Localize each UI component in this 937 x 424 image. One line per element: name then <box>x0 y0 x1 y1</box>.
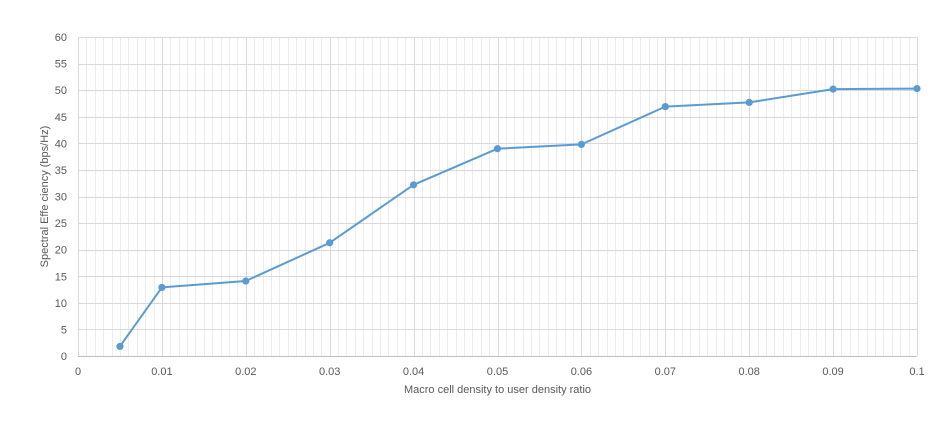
data-point <box>242 277 250 285</box>
series <box>116 84 921 351</box>
y-tick-label: 50 <box>55 85 67 97</box>
y-tick-label: 0 <box>61 351 67 363</box>
x-tick-label: 0.08 <box>738 366 759 378</box>
axes <box>78 37 917 357</box>
grid <box>78 37 918 356</box>
x-tick-label: 0.05 <box>487 366 508 378</box>
data-point <box>661 103 669 111</box>
data-point <box>745 98 753 106</box>
y-tick-label: 25 <box>55 218 67 230</box>
y-tick-label: 10 <box>55 298 67 310</box>
data-point <box>493 145 502 153</box>
y-tick-label: 35 <box>55 165 67 177</box>
y-tick-label: 30 <box>55 192 67 204</box>
y-tick-label: 60 <box>55 32 67 44</box>
y-axis-title: Spectral Effe ciency (bps/Hz) <box>39 126 51 268</box>
y-tick-label: 45 <box>55 112 67 124</box>
x-tick-label: 0.02 <box>235 366 256 378</box>
y-tick-label: 20 <box>55 245 67 257</box>
tick-labels: 0 0.01 0.02 0.03 0.04 0.05 0.06 0.07 0.08 0.09 0.1… <box>55 32 925 378</box>
x-tick-label: 0.06 <box>571 366 592 378</box>
x-tick-label: 0.03 <box>319 366 340 378</box>
x-tick-label: 0.09 <box>822 366 843 378</box>
series-line <box>119 87 918 347</box>
y-tick-label: 40 <box>55 138 67 150</box>
data-point <box>410 181 418 189</box>
data-point <box>116 342 124 351</box>
x-tick-label: 0 <box>75 366 81 378</box>
data-point <box>913 84 921 93</box>
y-tick-label: 15 <box>55 271 67 283</box>
data-point <box>158 283 166 292</box>
x-axis-title: Macro cell density to user density ratio <box>404 384 591 396</box>
y-tick-label: 5 <box>61 324 67 336</box>
x-tick-label: 0.1 <box>909 366 924 378</box>
x-tick-label: 0.04 <box>403 366 424 378</box>
data-point <box>577 140 586 148</box>
x-tick-label: 0.07 <box>655 366 676 378</box>
data-point <box>326 239 334 247</box>
data-point <box>829 85 837 93</box>
y-tick-label: 55 <box>55 59 67 71</box>
x-tick-label: 0.01 <box>151 366 172 378</box>
